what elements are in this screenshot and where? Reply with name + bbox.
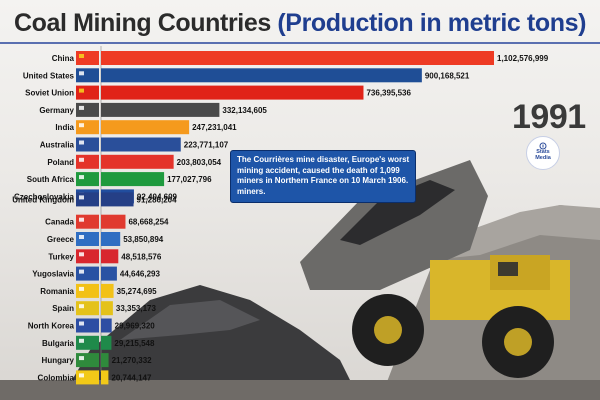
bar-south-africa bbox=[101, 172, 165, 187]
category-label-czechoslovakia: Czechoslovakia bbox=[14, 192, 75, 201]
bar-romania bbox=[101, 283, 114, 298]
dump-truck-hub-front bbox=[374, 316, 402, 344]
bar-soviet-union bbox=[101, 85, 364, 100]
category-label-hungary: Hungary bbox=[42, 356, 75, 365]
flag-india-emblem bbox=[79, 123, 84, 128]
flag-hungary-emblem bbox=[79, 356, 84, 361]
value-label-india: 247,231,041 bbox=[192, 123, 237, 132]
value-label-united-kingdom: 91,286,204 bbox=[137, 195, 178, 204]
flag-poland-emblem bbox=[79, 157, 84, 162]
flag-germany-emblem bbox=[79, 105, 84, 110]
value-label-yugoslavia: 44,646,293 bbox=[120, 270, 161, 279]
flag-soviet-union-emblem bbox=[79, 88, 84, 93]
bar-spain bbox=[101, 301, 113, 316]
value-label-germany: 332,134,605 bbox=[222, 106, 267, 115]
flag-turkey-emblem bbox=[79, 252, 84, 257]
bar-united-kingdom bbox=[101, 192, 134, 207]
bar-yugoslavia bbox=[101, 266, 117, 281]
value-label-australia: 223,771,107 bbox=[184, 141, 229, 150]
value-label-canada: 68,668,254 bbox=[128, 218, 169, 227]
bar-germany bbox=[101, 102, 220, 117]
bar-united-states bbox=[101, 68, 422, 83]
bar-greece bbox=[101, 232, 121, 246]
gravel-hill-far bbox=[430, 205, 600, 260]
category-label-canada: Canada bbox=[45, 218, 74, 227]
category-label-australia: Australia bbox=[40, 141, 75, 150]
flag-south-africa-emblem bbox=[79, 175, 84, 180]
flag-australia-emblem bbox=[79, 140, 84, 145]
info-icon bbox=[539, 142, 547, 150]
category-label-germany: Germany bbox=[39, 106, 74, 115]
bar-australia bbox=[101, 137, 181, 152]
flag-bulgaria-emblem bbox=[79, 338, 84, 343]
flag-greece-emblem bbox=[79, 235, 84, 239]
flag-china-emblem bbox=[79, 54, 84, 58]
flag-canada-emblem bbox=[79, 217, 84, 222]
coal-pile-highlight bbox=[120, 300, 260, 340]
category-label-india: India bbox=[55, 123, 74, 132]
flag-romania-emblem bbox=[79, 286, 84, 291]
channel-logo: Stats Media bbox=[526, 136, 560, 170]
value-label-poland: 203,803,054 bbox=[177, 158, 222, 167]
value-label-spain: 33,353,173 bbox=[116, 304, 157, 313]
value-label-turkey: 48,518,576 bbox=[121, 252, 162, 261]
annotation-text: The Courrières mine disaster, Europe's w… bbox=[237, 155, 410, 196]
dump-truck-window bbox=[498, 262, 518, 276]
category-label-south-africa: South Africa bbox=[27, 175, 75, 184]
category-label-china: China bbox=[52, 54, 75, 63]
value-label-romania: 35,274,695 bbox=[117, 287, 158, 296]
flag-spain-emblem bbox=[79, 304, 84, 309]
dump-truck-hub-rear bbox=[504, 328, 532, 356]
bar-hungary bbox=[101, 353, 109, 368]
category-label-north-korea: North Korea bbox=[28, 322, 75, 331]
category-label-greece: Greece bbox=[47, 235, 75, 244]
value-label-united-states: 900,168,521 bbox=[425, 71, 470, 80]
value-label-north-korea: 29,969,320 bbox=[115, 322, 156, 331]
logo-text: Stats Media bbox=[535, 149, 551, 161]
category-label-colombia: Colombia bbox=[38, 373, 75, 382]
category-label-turkey: Turkey bbox=[48, 252, 74, 261]
value-label-south-africa: 177,027,796 bbox=[167, 175, 212, 184]
category-label-yugoslavia: Yugoslavia bbox=[32, 270, 74, 279]
annotation-box: The Courrières mine disaster, Europe's w… bbox=[230, 150, 416, 203]
bar-canada bbox=[101, 214, 126, 229]
value-label-czechoslovakia: 92,404,609 bbox=[137, 192, 178, 201]
bar-india bbox=[101, 120, 190, 135]
category-label-poland: Poland bbox=[47, 158, 74, 167]
bar-colombia bbox=[101, 370, 109, 385]
value-label-greece: 53,850,894 bbox=[123, 235, 164, 244]
chart-title: Coal Mining Countries (Production in met… bbox=[0, 0, 600, 46]
flag-colombia-emblem bbox=[79, 373, 84, 378]
category-label-united-states: United States bbox=[23, 71, 75, 80]
value-label-hungary: 21,270,332 bbox=[112, 356, 153, 365]
dump-truck-coal-load bbox=[340, 180, 455, 245]
coal-pile bbox=[60, 285, 360, 400]
category-label-united-kingdom: United Kingdom bbox=[12, 195, 74, 204]
value-label-colombia: 20,744,147 bbox=[111, 373, 152, 382]
value-label-bulgaria: 29,215,548 bbox=[114, 339, 155, 348]
bar-poland bbox=[101, 154, 174, 169]
flag-north-korea-emblem bbox=[79, 321, 84, 326]
ground bbox=[0, 380, 600, 400]
year-label: 1991 bbox=[512, 98, 586, 136]
bar-bulgaria bbox=[101, 335, 112, 350]
bar-china bbox=[101, 51, 494, 65]
category-label-bulgaria: Bulgaria bbox=[42, 339, 75, 348]
value-label-soviet-union: 736,395,536 bbox=[366, 89, 411, 98]
bar-north-korea bbox=[101, 318, 112, 333]
flag-united-kingdom-emblem bbox=[79, 195, 84, 200]
category-label-romania: Romania bbox=[40, 287, 74, 296]
title-divider bbox=[0, 42, 600, 44]
flag-united-states-emblem bbox=[79, 71, 84, 76]
category-label-soviet-union: Soviet Union bbox=[25, 89, 74, 98]
title-sub: (Production in metric tons) bbox=[277, 9, 587, 37]
title-main: Coal Mining Countries bbox=[13, 9, 271, 37]
value-label-china: 1,102,576,999 bbox=[497, 54, 549, 63]
flag-yugoslavia-emblem bbox=[79, 269, 84, 274]
category-label-spain: Spain bbox=[52, 304, 74, 313]
bar-turkey bbox=[101, 249, 119, 264]
